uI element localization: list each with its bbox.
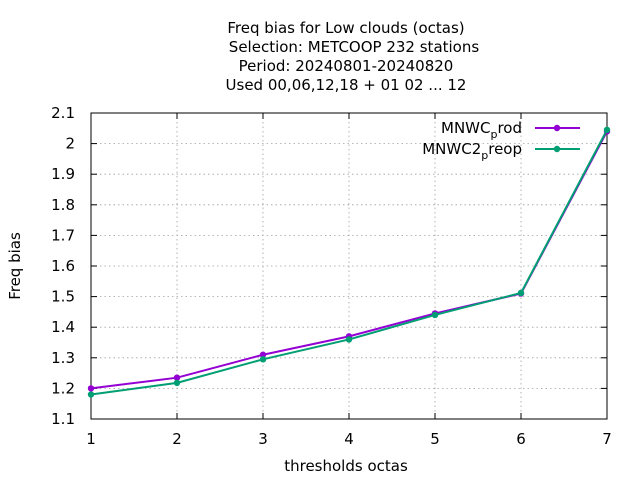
title-line-2: Selection: METCOOP 232 stations	[229, 38, 480, 56]
legend-item: MNWC2preop	[422, 140, 580, 162]
y-tick-label: 1.4	[51, 318, 75, 336]
chart-title: Freq bias for Low clouds (octas) Selecti…	[226, 19, 480, 94]
y-tick-label: 1.2	[51, 379, 75, 397]
title-line-1: Freq bias for Low clouds (octas)	[227, 19, 464, 37]
x-tick-label: 2	[172, 430, 182, 448]
title-line-4: Used 00,06,12,18 + 01 02 ... 12	[226, 76, 467, 94]
data-point	[173, 374, 181, 381]
y-tick-label: 1.7	[51, 226, 75, 244]
series-line	[90, 130, 608, 390]
data-point	[345, 336, 353, 343]
y-tick-label: 1.9	[51, 165, 75, 183]
x-tick-label: 7	[602, 430, 612, 448]
y-tick-label: 1.6	[51, 257, 75, 275]
data-point	[259, 351, 267, 358]
y-tick-label: 2.1	[51, 104, 75, 122]
data-point	[87, 385, 95, 392]
legend-label: MNWCprod	[441, 119, 522, 141]
grid	[91, 113, 607, 419]
series-MNWC2_preop	[87, 126, 611, 398]
data-point	[603, 126, 611, 134]
data-point	[173, 379, 181, 387]
data-point	[87, 391, 95, 398]
legend-item: MNWCprod	[441, 119, 580, 141]
x-axis-label: thresholds octas	[284, 457, 408, 475]
x-tick-label: 4	[344, 430, 354, 448]
plot-frame	[90, 112, 608, 420]
series-group	[87, 126, 611, 398]
data-point	[517, 289, 525, 297]
x-tick-label: 3	[258, 430, 268, 448]
data-point	[259, 356, 267, 363]
x-tick-label: 5	[430, 430, 440, 448]
legend-marker	[553, 124, 561, 132]
title-line-3: Period: 20240801-20240820	[239, 57, 454, 75]
legend-marker	[553, 145, 561, 153]
y-tick-label: 2	[65, 135, 75, 153]
data-point	[431, 311, 439, 319]
legend-label: MNWC2preop	[422, 140, 522, 162]
y-tick-label: 1.1	[51, 410, 75, 428]
y-tick-label: 1.5	[51, 288, 75, 306]
tick-labels: 1.1 1.2 1.3 1.4 1.5 1.6 1.7 1.8 1.9 2 2.1 1 2 3 4 5 6 7	[51, 104, 612, 448]
y-tick-label: 1.8	[51, 196, 75, 214]
x-tick-label: 6	[516, 430, 526, 448]
y-tick-label: 1.3	[51, 349, 75, 367]
x-tick-label: 1	[86, 430, 96, 448]
y-axis-label: Freq bias	[6, 232, 24, 300]
